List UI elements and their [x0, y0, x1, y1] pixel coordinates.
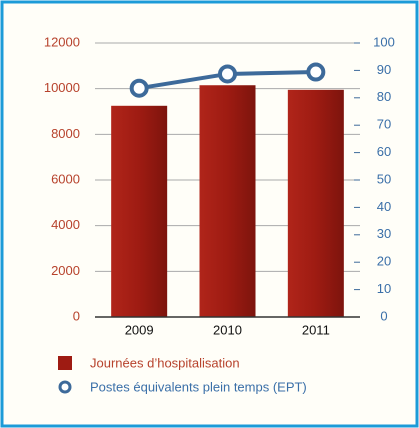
- y2-tick-label: 100: [373, 34, 395, 49]
- y2-tick-label: 70: [377, 117, 391, 132]
- y2-tick-label: 50: [377, 171, 391, 186]
- y2-tick-label: 90: [377, 62, 391, 77]
- y2-tick-label: 10: [377, 281, 391, 296]
- y-tick-label: 10000: [44, 80, 80, 95]
- legend-swatch: [58, 356, 72, 370]
- y2-tick-label: 80: [377, 89, 391, 104]
- y2-tick-label: 60: [377, 144, 391, 159]
- bar: [287, 89, 344, 317]
- y-tick-label: 0: [73, 308, 80, 323]
- y-tick-label: 2000: [51, 263, 80, 278]
- x-tick-label: 2011: [302, 322, 330, 337]
- line-marker: [218, 64, 237, 84]
- legend-marker: [58, 380, 72, 394]
- y-tick-label: 4000: [51, 217, 80, 232]
- line-marker: [306, 62, 326, 82]
- legend-label: Postes équivalents plein temps (EPT): [90, 379, 307, 394]
- x-tick-label: 2010: [213, 322, 242, 337]
- bar: [111, 105, 168, 318]
- y2-tick-label: 40: [377, 199, 391, 214]
- y-tick-label: 8000: [51, 126, 80, 141]
- y2-tick-label: 20: [377, 254, 391, 269]
- line-marker: [129, 78, 149, 98]
- y-tick-label: 6000: [51, 171, 80, 186]
- y2-tick-label: 0: [380, 308, 387, 323]
- y-tick-label: 12000: [44, 34, 80, 49]
- x-tick-label: 2009: [125, 322, 154, 337]
- y2-tick-label: 30: [377, 226, 391, 241]
- bar: [199, 85, 256, 317]
- legend-label: Journées d’hospitalisation: [90, 355, 240, 370]
